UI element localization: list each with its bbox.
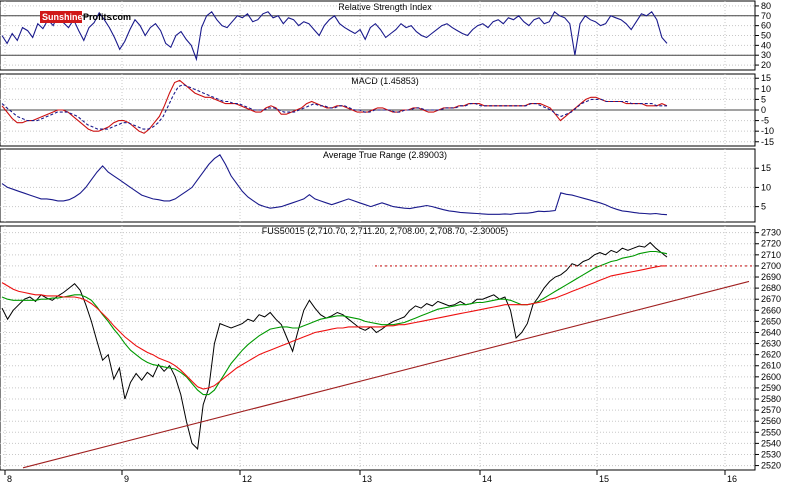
macd-ytick-label-3: 0 bbox=[761, 105, 766, 115]
rsi-ytick-label-3: 50 bbox=[761, 31, 771, 41]
atr-series-0 bbox=[1, 154, 668, 216]
atr-ytick-label-0: 5 bbox=[761, 202, 766, 212]
price-ytick-label-2: 2540 bbox=[761, 438, 781, 448]
logo-red-block bbox=[40, 11, 82, 23]
price-ytick-label-21: 2730 bbox=[761, 228, 781, 238]
price-ytick-label-3: 2550 bbox=[761, 427, 781, 437]
x-tick-label-5: 15 bbox=[599, 474, 609, 484]
price-plot: 2520 253025402550256025702580259026002610… bbox=[0, 225, 781, 471]
logo-suffix: .com bbox=[110, 12, 131, 22]
macd-ytick-label-4: 5 bbox=[761, 94, 766, 104]
rsi-ytick-label-5: 70 bbox=[761, 11, 771, 21]
price-ytick-label-1: 2530 bbox=[761, 449, 781, 459]
price-ytick-label-10: 2620 bbox=[761, 350, 781, 360]
x-tick-label-4: 14 bbox=[482, 474, 492, 484]
rsi-title: Relative Strength Index bbox=[338, 2, 432, 12]
rsi-ytick-label-0: 20 bbox=[761, 60, 771, 70]
rsi-ytick-label-1: 30 bbox=[761, 50, 771, 60]
price-ytick-label-14: 2660 bbox=[761, 305, 781, 315]
macd-series-macd bbox=[1, 79, 668, 134]
price-ytick-label-17: 2690 bbox=[761, 272, 781, 282]
price-ytick-label-0: 2520 bbox=[761, 461, 781, 471]
atr-ytick-label-1: 10 bbox=[761, 182, 771, 192]
price-series-price bbox=[1, 241, 668, 450]
price-series-ma-fast bbox=[1, 250, 668, 396]
macd-ytick-label-0: -15 bbox=[761, 137, 774, 147]
price-ytick-label-5: 2570 bbox=[761, 405, 781, 415]
price-ytick-label-4: 2560 bbox=[761, 416, 781, 426]
x-axis: 8 9 12 13 14 15 16 bbox=[4, 470, 737, 484]
price-ytick-label-9: 2610 bbox=[761, 361, 781, 371]
rsi-series-0 bbox=[1, 10, 668, 62]
price-title: FUS50015 (2,710.70, 2,711.20, 2,708.00, … bbox=[262, 226, 509, 236]
x-tick-label-6: 16 bbox=[727, 474, 737, 484]
logo-part1: Sunshine bbox=[42, 12, 83, 22]
logo: Sunshine Profits .com bbox=[40, 11, 131, 23]
price-ytick-label-6: 2580 bbox=[761, 394, 781, 404]
x-tick-label-1: 9 bbox=[124, 474, 129, 484]
price-ytick-label-7: 2590 bbox=[761, 383, 781, 393]
atr-panel: Average True Range (2.89003) 5 10 15 bbox=[0, 148, 771, 223]
price-ytick-label-13: 2650 bbox=[761, 316, 781, 326]
support-trend-line bbox=[22, 280, 750, 469]
rsi-ytick-label-6: 80 bbox=[761, 1, 771, 11]
price-ytick-label-12: 2640 bbox=[761, 327, 781, 337]
price-ytick-label-16: 2680 bbox=[761, 283, 781, 293]
price-ytick-label-15: 2670 bbox=[761, 294, 781, 304]
logo-part2: Profits bbox=[83, 12, 112, 22]
atr-title: Average True Range (2.89003) bbox=[323, 150, 447, 160]
price-ytick-label-11: 2630 bbox=[761, 339, 781, 349]
x-tick-label-0: 8 bbox=[7, 474, 12, 484]
price-ytick-label-19: 2710 bbox=[761, 250, 781, 260]
price-frame bbox=[0, 225, 756, 471]
price-panel: FUS50015 (2,710.70, 2,711.20, 2,708.00, … bbox=[0, 225, 781, 471]
atr-plot: 5 10 15 bbox=[0, 148, 771, 223]
rsi-ytick-label-4: 60 bbox=[761, 21, 771, 31]
x-tick-label-2: 12 bbox=[242, 474, 252, 484]
macd-ytick-label-2: -5 bbox=[761, 116, 769, 126]
price-ytick-label-8: 2600 bbox=[761, 372, 781, 382]
atr-frame bbox=[0, 148, 756, 223]
price-series-ma-slow bbox=[1, 265, 667, 390]
x-tick-label-3: 13 bbox=[362, 474, 372, 484]
macd-ytick-label-1: -10 bbox=[761, 126, 774, 136]
macd-title: MACD (1.45853) bbox=[351, 76, 419, 86]
macd-ytick-label-6: 15 bbox=[761, 73, 771, 83]
macd-ytick-label-5: 10 bbox=[761, 84, 771, 94]
rsi-ytick-label-2: 40 bbox=[761, 40, 771, 50]
macd-series-signal bbox=[1, 84, 667, 130]
price-ytick-label-20: 2720 bbox=[761, 239, 781, 249]
atr-ytick-label-2: 15 bbox=[761, 163, 771, 173]
price-ytick-label-18: 2700 bbox=[761, 261, 781, 271]
